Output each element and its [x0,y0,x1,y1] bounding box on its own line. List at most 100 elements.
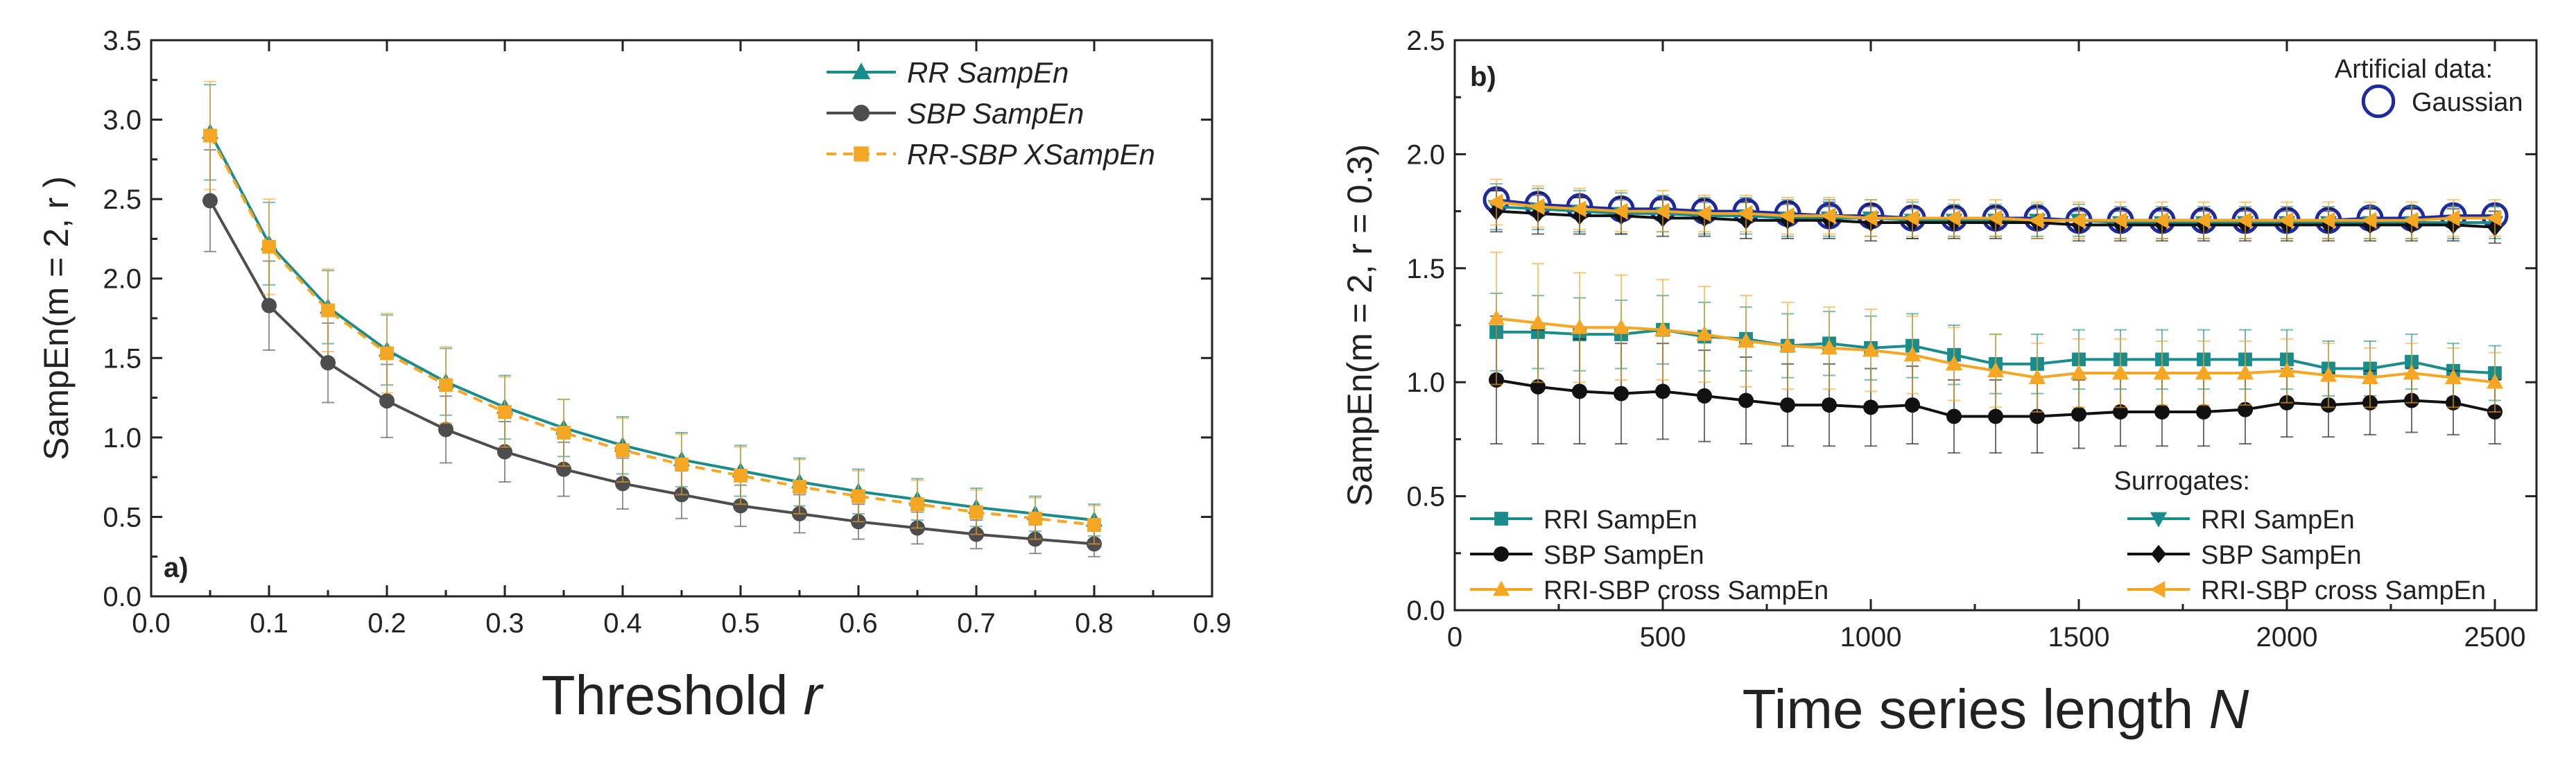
legend-title: Surrogates: [2114,467,2250,496]
data-point [1779,336,1797,352]
x-tick-label: 0.5 [721,608,760,639]
data-point [1487,193,1503,211]
legend-marker [2150,512,2168,528]
data-point [321,303,335,318]
legend-marker [1494,512,1508,526]
legend-title: Artificial data: [2335,55,2493,84]
legend-label: SBP SampEn [1544,541,1704,570]
y-tick-label: 1.0 [1406,368,1445,398]
data-point [498,405,512,420]
data-point [2278,362,2296,378]
data-point [1780,397,1795,413]
y-tick-label: 2.5 [1406,26,1445,56]
data-point [1655,383,1670,399]
legend-label: SBP SampEn [907,97,1084,130]
series-rri-sbp-cross-sampen [1487,178,2502,240]
legend-marker [2151,544,2166,564]
data-point [2070,211,2086,229]
data-point [439,378,453,392]
x-axis-label: Threshold r [542,664,824,726]
data-point [1820,339,1838,355]
legend-label: Gaussian [2412,88,2523,117]
data-point [2030,408,2045,424]
data-point [557,426,571,440]
y-tick-label: 2.0 [103,264,141,295]
series-line [209,135,1095,526]
data-point [1779,207,1795,225]
legend-label: RRI-SBP cross SampEn [1544,576,1829,605]
legend: RR SampEn SBP SampEn RR-SBP XSampEn [827,56,1155,171]
legend-label: SBP SampEn [2201,541,2362,570]
x-tick-label: 1500 [2048,622,2110,653]
data-point [2361,211,2377,229]
data-point [1988,408,2003,424]
series-line [209,200,1095,546]
legend-marker [853,105,870,121]
series-rri-sbp-cross-sampen [1487,251,2504,413]
data-point [1903,209,1919,227]
data-point [2195,211,2211,229]
data-point [2154,404,2170,420]
data-point [497,444,512,460]
data-point [1529,198,1545,216]
data-point [2238,401,2253,417]
data-point [1654,320,1672,336]
x-tick-label: 0.6 [839,608,878,639]
data-point [615,476,630,492]
data-point [262,239,276,254]
legend-marker [852,62,871,80]
data-point [2361,368,2379,384]
data-point [1614,386,1629,401]
x-tick-label: 0.3 [485,608,524,639]
x-tick-label: 0.9 [1193,608,1231,639]
data-point [1487,309,1505,325]
data-point [2486,373,2504,389]
data-point [1987,362,2005,378]
data-point [438,422,453,438]
legend-surrogates: Surrogates: RRI SampEn SBP SampEn RRI-SBP c… [1470,467,2486,605]
y-tick-label: 1.0 [103,423,141,454]
data-point [379,393,395,409]
y-tick-label: 1.5 [1406,254,1445,284]
data-point [1945,355,1963,371]
data-point [1697,388,1712,404]
data-point [2444,368,2462,384]
legend-marker [2361,84,2396,119]
data-point [1571,200,1587,218]
data-point [1087,517,1101,532]
data-point [1905,397,1920,413]
legend-marker [2150,580,2166,598]
legend-artificial-data: Artificial data: Gaussian [2335,55,2523,119]
data-point [2071,406,2086,422]
data-point [1028,511,1042,526]
panel-label: a) [164,553,189,583]
x-tick-label: 500 [1640,622,1686,653]
data-point [2319,211,2335,229]
legend-label: RRI SampEn [2201,506,2355,535]
data-point [1945,209,1961,227]
y-tick-label: 0.5 [1406,482,1445,512]
legend-label: RRI SampEn [1544,506,1697,535]
x-tick-label: 2500 [2464,622,2526,653]
x-tick-label: 0 [1447,622,1462,653]
y-tick-label: 2.5 [103,184,141,215]
data-point [203,128,217,143]
data-point [1529,314,1547,330]
y-tick-label: 0.5 [103,502,141,533]
data-point [1903,346,1921,362]
data-point [1737,205,1753,222]
data-point [793,479,806,494]
y-tick-label: 3.0 [103,105,141,136]
data-point [2236,211,2252,229]
y-tick-label: 2.0 [1406,139,1445,170]
data-point [733,498,748,514]
data-point [616,443,630,458]
data-point [2403,364,2421,380]
data-point [1654,202,1670,220]
data-point [2403,211,2419,229]
data-point [1863,399,1878,415]
data-point [1695,205,1711,222]
legend-marker [1494,546,1509,562]
data-point [1695,325,1713,341]
